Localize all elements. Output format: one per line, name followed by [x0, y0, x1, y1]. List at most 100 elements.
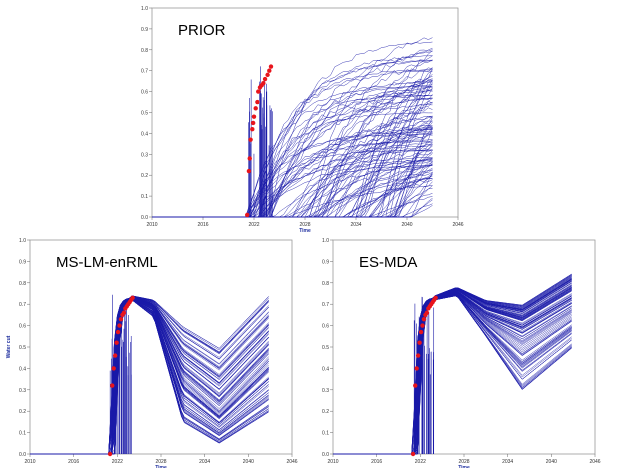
chart-ms-lm-enrml: 0.0 0.1 0.2 0.3 0.4 0.5 0.6 0.7 0.8 0.9 1.0 2010 201… — [6, 238, 298, 468]
chart-title: PRIOR — [178, 22, 226, 39]
observed-point — [110, 383, 115, 388]
y-tick-label: 0.7 — [19, 302, 26, 308]
y-tick-label: 0.4 — [141, 131, 148, 137]
observed-point — [111, 366, 116, 371]
observed-point — [255, 99, 260, 105]
observed-point — [421, 316, 427, 322]
observed-point — [256, 89, 261, 94]
chart-prior: 0.0 0.1 0.2 0.3 0.4 0.5 0.6 0.7 0.8 0.9 1.0 2010 201… — [141, 6, 464, 234]
observed-point — [417, 340, 422, 345]
observed-point — [115, 329, 121, 335]
observed-point — [420, 323, 425, 328]
x-tick-label: 2034 — [350, 222, 361, 228]
observed-point — [410, 451, 416, 457]
x-tick-label: 2022 — [248, 222, 259, 228]
x-tick-label: 2010 — [327, 459, 338, 465]
x-tick-label: 2040 — [243, 459, 254, 465]
x-tick-label: 2022 — [112, 459, 123, 465]
observed-point — [117, 323, 122, 328]
x-tick-label: 2016 — [371, 459, 382, 465]
observed-point — [253, 106, 258, 111]
y-tick-label: 0.5 — [19, 345, 26, 351]
y-tick-label: 0.5 — [322, 345, 329, 351]
x-tick-label: 2028 — [299, 222, 310, 228]
y-tick-label: 0.9 — [322, 259, 329, 265]
x-tick-label: 2016 — [197, 222, 208, 228]
ensemble-line — [30, 296, 269, 455]
observed-point — [130, 295, 135, 300]
ensemble-lines — [333, 273, 572, 455]
observed-point — [414, 366, 419, 371]
observed-point — [246, 168, 252, 174]
x-tick-label: 2022 — [415, 459, 426, 465]
ensemble-lines — [152, 37, 433, 218]
y-tick-label: 0.8 — [322, 281, 329, 287]
observed-point — [261, 81, 266, 86]
x-axis-label: Time — [299, 228, 311, 234]
y-tick-label: 0.1 — [19, 431, 26, 437]
y-tick-label: 0.1 — [141, 194, 148, 200]
x-tick-label: 2046 — [452, 222, 463, 228]
observed-point — [424, 310, 430, 315]
x-axis-label: Time — [155, 465, 167, 468]
observed-point — [267, 68, 272, 73]
y-tick-label: 0.2 — [19, 409, 26, 415]
y-tick-label: 0.9 — [19, 259, 26, 265]
y-tick-label: 0.7 — [141, 69, 148, 75]
y-tick-label: 1.0 — [322, 238, 329, 244]
observed-point — [413, 383, 418, 388]
y-tick-label: 0.0 — [19, 452, 26, 458]
y-tick-label: 0.2 — [322, 409, 329, 415]
x-tick-label: 2040 — [546, 459, 557, 465]
observed-point — [107, 451, 113, 457]
y-tick-label: 0.3 — [322, 388, 329, 394]
x-tick-label: 2046 — [286, 459, 297, 465]
x-tick-label: 2010 — [146, 222, 157, 228]
y-tick-label: 0.6 — [141, 90, 148, 96]
observed-point — [433, 295, 438, 300]
observed-point — [415, 353, 421, 358]
y-tick-label: 0.1 — [322, 431, 329, 437]
ensemble-line — [333, 291, 572, 455]
observed-point — [118, 316, 124, 322]
observed-point — [251, 114, 257, 119]
y-tick-label: 1.0 — [19, 238, 26, 244]
y-tick-label: 0.7 — [322, 302, 329, 308]
observed-point — [121, 310, 127, 315]
x-tick-label: 2016 — [68, 459, 79, 465]
y-tick-label: 0.6 — [322, 324, 329, 330]
observed-point — [248, 137, 253, 142]
x-tick-label: 2034 — [199, 459, 210, 465]
y-tick-label: 0.9 — [141, 27, 148, 33]
y-tick-label: 0.0 — [141, 215, 148, 221]
chart-title: MS-LM-enRML — [56, 254, 158, 271]
y-tick-label: 1.0 — [141, 6, 148, 12]
ensemble-line — [152, 67, 433, 218]
y-tick-label: 0.3 — [19, 388, 26, 394]
y-tick-label: 0.8 — [19, 281, 26, 287]
x-tick-label: 2046 — [589, 459, 600, 465]
y-tick-label: 0.6 — [19, 324, 26, 330]
x-tick-label: 2034 — [502, 459, 513, 465]
y-tick-label: 0.8 — [141, 48, 148, 54]
y-tick-label: 0.3 — [141, 152, 148, 158]
x-tick-label: 2010 — [24, 459, 35, 465]
y-tick-label: 0.2 — [141, 173, 148, 179]
observed-point — [250, 127, 255, 132]
observed-point — [112, 353, 118, 358]
x-tick-label: 2040 — [401, 222, 412, 228]
ensemble-lines — [30, 294, 269, 455]
plot-area — [332, 239, 596, 455]
chart-title: ES-MDA — [359, 254, 417, 271]
y-tick-label: 0.4 — [322, 366, 329, 372]
observed-point — [418, 329, 424, 335]
observed-point — [268, 64, 274, 69]
observed-point — [245, 212, 250, 218]
observed-point — [265, 72, 270, 78]
observed-point — [247, 156, 252, 161]
chart-es-mda: 0.0 0.1 0.2 0.3 0.4 0.5 0.6 0.7 0.8 0.9 1.0 2010 201… — [322, 238, 601, 468]
observed-point — [250, 120, 256, 126]
x-axis-label: Time — [458, 465, 470, 468]
observed-point — [114, 340, 119, 345]
